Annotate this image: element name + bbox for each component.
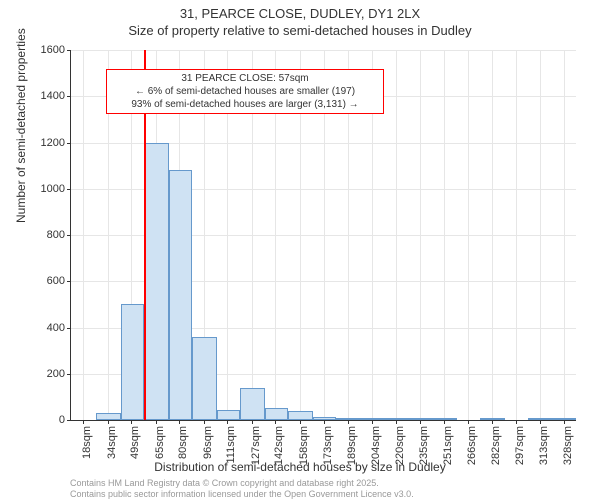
xtick-mark bbox=[540, 420, 541, 424]
xtick-label: 34sqm bbox=[106, 426, 118, 459]
xtick-mark bbox=[324, 420, 325, 424]
annotation-line3: 93% of semi-detached houses are larger (… bbox=[113, 98, 377, 111]
annotation-line1: 31 PEARCE CLOSE: 57sqm bbox=[113, 72, 377, 85]
gridline-v bbox=[444, 50, 445, 420]
histogram-bar bbox=[384, 418, 409, 420]
chart-container: 31, PEARCE CLOSE, DUDLEY, DY1 2LX Size o… bbox=[0, 0, 600, 500]
xtick-mark bbox=[468, 420, 469, 424]
footer-line2: Contains public sector information licen… bbox=[70, 489, 414, 500]
title-line2: Size of property relative to semi-detach… bbox=[0, 23, 600, 40]
title-block: 31, PEARCE CLOSE, DUDLEY, DY1 2LX Size o… bbox=[0, 0, 600, 40]
xtick-mark bbox=[131, 420, 132, 424]
ytick-label: 1000 bbox=[41, 183, 65, 195]
xtick-mark bbox=[348, 420, 349, 424]
plot-area: 0200400600800100012001400160018sqm34sqm4… bbox=[70, 50, 576, 421]
annotation-line2: ← 6% of semi-detached houses are smaller… bbox=[113, 85, 377, 98]
xtick-mark bbox=[204, 420, 205, 424]
title-line1: 31, PEARCE CLOSE, DUDLEY, DY1 2LX bbox=[0, 6, 600, 23]
ytick-mark bbox=[67, 50, 71, 51]
ytick-mark bbox=[67, 235, 71, 236]
ytick-mark bbox=[67, 281, 71, 282]
gridline-v bbox=[420, 50, 421, 420]
xtick-mark bbox=[227, 420, 228, 424]
histogram-bar bbox=[265, 408, 288, 420]
ytick-mark bbox=[67, 96, 71, 97]
xtick-mark bbox=[396, 420, 397, 424]
xtick-mark bbox=[252, 420, 253, 424]
xtick-mark bbox=[372, 420, 373, 424]
ytick-label: 1600 bbox=[41, 44, 65, 56]
ytick-mark bbox=[67, 189, 71, 190]
xtick-label: 80sqm bbox=[177, 426, 189, 459]
xtick-mark bbox=[300, 420, 301, 424]
ytick-label: 1400 bbox=[41, 90, 65, 102]
xtick-mark bbox=[444, 420, 445, 424]
xtick-mark bbox=[179, 420, 180, 424]
ytick-mark bbox=[67, 420, 71, 421]
xtick-mark bbox=[83, 420, 84, 424]
annotation-box: 31 PEARCE CLOSE: 57sqm ← 6% of semi-deta… bbox=[106, 69, 384, 114]
ytick-label: 400 bbox=[47, 322, 65, 334]
xtick-mark bbox=[516, 420, 517, 424]
ytick-label: 800 bbox=[47, 229, 65, 241]
gridline-v bbox=[396, 50, 397, 420]
xtick-mark bbox=[108, 420, 109, 424]
ytick-label: 200 bbox=[47, 368, 65, 380]
gridline-v bbox=[83, 50, 84, 420]
xtick-label: 65sqm bbox=[154, 426, 166, 459]
xtick-mark bbox=[156, 420, 157, 424]
histogram-bar bbox=[361, 418, 384, 420]
ytick-label: 1200 bbox=[41, 137, 65, 149]
histogram-bar bbox=[480, 418, 505, 420]
gridline-v bbox=[564, 50, 565, 420]
histogram-bar bbox=[121, 304, 144, 420]
gridline-v bbox=[468, 50, 469, 420]
gridline-v bbox=[540, 50, 541, 420]
x-axis-label: Distribution of semi-detached houses by … bbox=[0, 460, 600, 474]
histogram-bar bbox=[336, 418, 361, 420]
histogram-bar bbox=[240, 388, 265, 420]
histogram-bar bbox=[288, 411, 313, 420]
xtick-mark bbox=[564, 420, 565, 424]
histogram-bar bbox=[217, 410, 240, 420]
histogram-bar bbox=[432, 418, 457, 420]
xtick-mark bbox=[275, 420, 276, 424]
gridline-v bbox=[516, 50, 517, 420]
ytick-label: 0 bbox=[59, 414, 65, 426]
xtick-mark bbox=[420, 420, 421, 424]
histogram-bar bbox=[169, 170, 192, 420]
xtick-label: 18sqm bbox=[81, 426, 93, 459]
ytick-mark bbox=[67, 328, 71, 329]
histogram-bar bbox=[192, 337, 217, 420]
footer-attribution: Contains HM Land Registry data © Crown c… bbox=[70, 478, 414, 500]
histogram-bar bbox=[313, 417, 336, 420]
ytick-label: 600 bbox=[47, 275, 65, 287]
histogram-bar bbox=[144, 143, 169, 421]
xtick-label: 49sqm bbox=[129, 426, 141, 459]
gridline-v bbox=[492, 50, 493, 420]
ytick-mark bbox=[67, 374, 71, 375]
y-axis-label: Number of semi-detached properties bbox=[14, 28, 28, 223]
footer-line1: Contains HM Land Registry data © Crown c… bbox=[70, 478, 414, 489]
ytick-mark bbox=[67, 143, 71, 144]
histogram-bar bbox=[528, 418, 553, 420]
xtick-label: 111sqm bbox=[225, 426, 237, 464]
histogram-bar bbox=[96, 413, 121, 420]
histogram-bar bbox=[409, 418, 432, 420]
xtick-mark bbox=[492, 420, 493, 424]
histogram-bar bbox=[553, 418, 576, 420]
xtick-label: 96sqm bbox=[202, 426, 214, 459]
